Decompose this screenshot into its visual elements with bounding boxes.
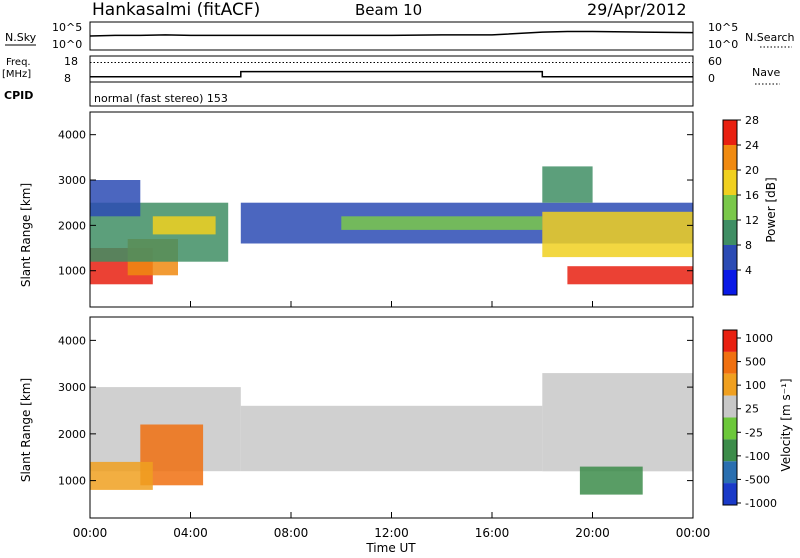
- colorbar-swatch-3: [723, 395, 737, 418]
- x-tick-label-1: 04:00: [173, 526, 208, 540]
- colorbar-swatch-7: [723, 483, 737, 505]
- freq-unit: [MHz]: [2, 69, 31, 80]
- velocity-heatmap-cells: [90, 373, 694, 495]
- colorbar-tick-label-5: -100: [745, 450, 770, 463]
- colorbar-swatch-1: [723, 351, 737, 374]
- station-title: Hankasalmi (fitACF): [92, 0, 260, 20]
- colorbar-tick-label-4: -25: [745, 426, 763, 439]
- colorbar-swatch-5: [723, 439, 737, 462]
- noise-tick-top-left: 10^5: [52, 21, 82, 34]
- colorbar-tick-label-1: 500: [745, 356, 766, 369]
- colorbar-tick-label-2: 100: [745, 379, 766, 392]
- freq-panel-frame: [89, 55, 694, 83]
- y-tick-label-3: 4000: [58, 334, 86, 347]
- heatmap-region-3: [152, 216, 216, 235]
- colorbar-swatch-6: [723, 461, 737, 484]
- y-tick-label-1: 2000: [58, 219, 86, 232]
- colorbar-tick-label-6: -500: [745, 473, 770, 486]
- frequency-series-line: [90, 70, 693, 78]
- noise-tick-bottom-right: 10^0: [708, 38, 738, 51]
- power-colorbar-label: Power [dB]: [764, 177, 778, 242]
- heatmap-region-6: [341, 216, 543, 230]
- heatmap-region-5: [579, 466, 643, 495]
- colorbar-tick-label-0: 4: [745, 264, 752, 277]
- nsky-label: N.Sky: [5, 31, 37, 44]
- x-tick-label-4: 16:00: [475, 526, 510, 540]
- colorbar-swatch-0: [723, 120, 737, 145]
- colorbar-tick-label-1: 8: [745, 239, 752, 252]
- freq-tick-bottom: 8: [64, 72, 71, 85]
- colorbar-swatch-2: [723, 170, 737, 195]
- noise-tick-top-right: 10^5: [708, 21, 738, 34]
- date-title: 29/Apr/2012: [587, 0, 687, 19]
- cpid-text: normal (fast stereo) 153: [94, 92, 228, 105]
- y-tick-label-2: 3000: [58, 174, 86, 187]
- colorbar-frame: [722, 119, 738, 296]
- colorbar-swatch-4: [723, 220, 737, 245]
- power-ylabel: Slant Range [km]: [19, 183, 33, 287]
- colorbar-tick-label-5: 24: [745, 139, 759, 152]
- colorbar-tick-label-6: 28: [745, 114, 759, 127]
- velocity-colorbar-label: Velocity [m s⁻¹]: [779, 378, 793, 471]
- cpid-panel-frame: [89, 81, 694, 107]
- heatmap-region-8: [567, 266, 693, 285]
- velocity-colorbar: 1000 500 100 25 -25 -100 -500 -1000: [722, 329, 777, 510]
- colorbar-swatch-6: [723, 270, 737, 295]
- heatmap-region-4: [542, 373, 694, 472]
- x-tick-label-2: 08:00: [274, 526, 309, 540]
- nave-tick-top: 60: [708, 55, 722, 68]
- nave-label: Nave: [752, 66, 780, 79]
- colorbar-swatch-5: [723, 245, 737, 270]
- power-heatmap-cells: [90, 166, 694, 285]
- colorbar-tick-label-3: 25: [745, 403, 759, 416]
- heatmap-region-4: [90, 180, 141, 217]
- noise-tick-bottom-left: 10^0: [52, 38, 82, 51]
- x-tick-label-5: 20:00: [575, 526, 610, 540]
- colorbar-tick-label-2: 12: [745, 214, 759, 227]
- power-y-ticks: 1000 2000 3000 4000: [58, 129, 693, 278]
- y-tick-label-3: 4000: [58, 129, 86, 142]
- x-tick-label-6: 00:00: [676, 526, 711, 540]
- velocity-ylabel: Slant Range [km]: [19, 378, 33, 482]
- heatmap-region-7: [542, 211, 694, 258]
- nsearch-label: N.Search: [745, 31, 795, 44]
- power-colorbar: 4 8 12 16 20 24 28: [722, 114, 759, 296]
- time-x-ticks: 00:00 04:00 08:00 12:00 16:00 20:00 00:00: [73, 301, 711, 540]
- colorbar-swatch-1: [723, 145, 737, 170]
- heatmap-region-2: [90, 461, 153, 490]
- x-tick-label-0: 00:00: [73, 526, 108, 540]
- y-tick-label-2: 3000: [58, 381, 86, 394]
- heatmap-region-9: [542, 166, 593, 203]
- nsky-series-line: [89, 30, 694, 37]
- heatmap-region-3: [240, 405, 543, 472]
- y-tick-label-0: 1000: [58, 265, 86, 278]
- colorbar-tick-label-4: 20: [745, 164, 759, 177]
- colorbar-swatch-0: [723, 330, 737, 352]
- colorbar-tick-label-7: -1000: [745, 497, 777, 510]
- cpid-label: CPID: [4, 89, 33, 102]
- beam-title: Beam 10: [355, 1, 422, 19]
- time-axis-label: Time UT: [365, 541, 416, 554]
- colorbar-swatch-2: [723, 373, 737, 396]
- nave-tick-bottom: 0: [708, 72, 715, 85]
- colorbar-tick-label-0: 1000: [745, 332, 773, 345]
- colorbar-swatch-3: [723, 195, 737, 220]
- freq-label: Freq.: [6, 57, 31, 68]
- y-tick-label-1: 2000: [58, 428, 86, 441]
- velocity-y-ticks: 1000 2000 3000 4000: [58, 334, 693, 488]
- x-tick-label-3: 12:00: [374, 526, 409, 540]
- colorbar-swatch-4: [723, 417, 737, 440]
- y-tick-label-0: 1000: [58, 475, 86, 488]
- colorbar-frame: [722, 329, 738, 506]
- freq-tick-top: 18: [64, 55, 78, 68]
- colorbar-tick-label-3: 16: [745, 189, 759, 202]
